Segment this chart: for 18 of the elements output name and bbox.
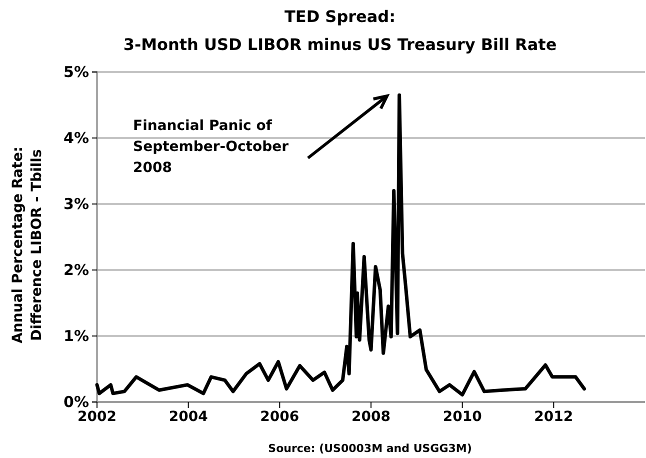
y-tick-label: 0% <box>64 392 89 411</box>
source-note: Source: (US0003M and USGG3M) <box>268 442 472 455</box>
y-tick-label: 1% <box>64 326 89 345</box>
x-tick-label: 2008 <box>352 408 390 425</box>
y-tick-label: 3% <box>64 194 89 213</box>
y-tick-label: 2% <box>64 260 89 279</box>
y-tick-label: 4% <box>64 128 89 147</box>
y-tick-label: 5% <box>64 62 89 81</box>
chart-subtitle: 3-Month USD LIBOR minus US Treasury Bill Rate <box>123 35 557 54</box>
x-tick-label: 2004 <box>168 408 208 425</box>
chart-title: TED Spread: <box>284 7 396 26</box>
x-tick-label: 2002 <box>78 408 116 425</box>
annotation: Financial Panic of September-October 2008 <box>133 118 289 176</box>
x-tick-label: 2012 <box>534 408 574 425</box>
x-tick-label: 2010 <box>442 408 482 425</box>
y-axis-title: Annual Percentage Rate: Difference LIBOR - Tbills <box>10 146 45 344</box>
x-tick-label: 2006 <box>260 408 300 425</box>
line-series <box>95 93 586 396</box>
